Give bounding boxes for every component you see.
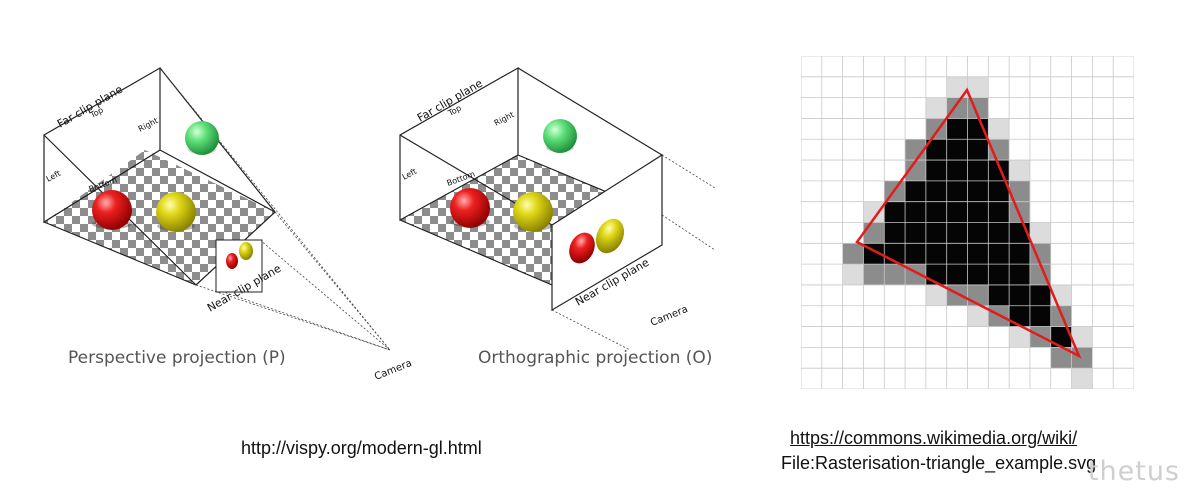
raster-cell: [946, 76, 968, 98]
raster-cell: [946, 97, 968, 119]
raster-cell: [946, 243, 968, 265]
raster-cell: [967, 118, 989, 140]
raster-cell: [1009, 264, 1030, 285]
orthographic-caption: Orthographic projection (O): [478, 348, 713, 368]
wikimedia-url-line1[interactable]: https://commons.wikimedia.org/wiki/: [790, 428, 1078, 448]
raster-cell: [967, 222, 989, 244]
raster-cell: [905, 222, 926, 244]
raster-cell: [925, 201, 947, 223]
near-clip-plane: [215, 239, 263, 293]
raster-cell: [967, 76, 989, 98]
raster-cell: [925, 222, 947, 244]
yellow-sphere: [513, 192, 553, 232]
raster-cell: [946, 284, 968, 306]
raster-cell: [863, 222, 885, 244]
raster-cell: [905, 201, 926, 223]
far-clip-plane-label: Far clip plane: [55, 83, 125, 131]
raster-cell: [967, 284, 989, 306]
green-sphere: [543, 119, 577, 153]
raster-cell: [905, 180, 926, 202]
raster-cell: [946, 264, 968, 285]
raster-cell: [988, 243, 1010, 265]
raster-cell: [925, 160, 947, 181]
raster-cell: [1029, 305, 1051, 327]
raster-cell: [967, 264, 989, 285]
yellow-sphere: [156, 192, 196, 232]
raster-cell: [988, 222, 1010, 244]
raster-cell: [946, 139, 968, 161]
raster-cell: [925, 243, 947, 265]
raster-cell: [1029, 284, 1051, 306]
perspective-caption: Perspective projection (P): [68, 348, 286, 368]
raster-cell: [1009, 160, 1030, 181]
raster-cell: [1009, 180, 1030, 202]
raster-cell: [1009, 326, 1030, 348]
raster-cell: [842, 243, 864, 265]
raster-cell: [1071, 347, 1093, 369]
far-clip-plane-frame: [399, 66, 519, 222]
orthographic-projection-diagram: Far clip plane Top Right Left Bottom Nea…: [399, 66, 716, 350]
raster-cell: [1029, 243, 1051, 265]
wikimedia-url-line2[interactable]: File:Rasterisation-triangle_example.svg: [781, 453, 1097, 473]
raster-cell: [905, 243, 926, 265]
raster-cell: [1050, 326, 1072, 348]
raster-cell: [925, 139, 947, 161]
right-label: Right: [493, 110, 516, 128]
raster-cell: [1009, 284, 1030, 306]
green-sphere: [185, 121, 219, 155]
vispy-url[interactable]: http://vispy.org/modern-gl.html: [241, 438, 482, 458]
raster-cell: [988, 264, 1010, 285]
left-label: Left: [45, 169, 63, 184]
camera-label: Camera: [373, 358, 414, 383]
raster-cell: [1071, 368, 1093, 389]
raster-cell: [967, 305, 989, 327]
raster-cell: [967, 201, 989, 223]
raster-cell: [1071, 326, 1093, 348]
raster-cell: [967, 243, 989, 265]
raster-cell: [884, 222, 906, 244]
right-label: Right: [137, 116, 160, 134]
raster-cell: [925, 97, 947, 119]
raster-cell: [946, 201, 968, 223]
raster-cell: [1050, 347, 1072, 369]
raster-cell: [988, 118, 1010, 140]
raster-cell: [925, 284, 947, 306]
raster-cell: [967, 139, 989, 161]
raster-cell: [988, 180, 1010, 202]
raster-cell: [884, 201, 906, 223]
raster-cell: [988, 201, 1010, 223]
raster-cell: [1009, 305, 1030, 327]
raster-cell: [946, 222, 968, 244]
raster-cell: [863, 201, 885, 223]
raster-cell: [967, 160, 989, 181]
raster-cell: [1029, 222, 1051, 244]
raster-cell: [946, 160, 968, 181]
camera-label: Camera: [649, 304, 690, 329]
raster-cell: [905, 160, 926, 181]
triangle-outline: [855, 87, 1082, 359]
raster-cell: [946, 118, 968, 140]
raster-cell: [842, 264, 864, 285]
red-sphere: [450, 188, 490, 228]
watermark: thetus: [1087, 456, 1180, 487]
raster-cell: [1009, 243, 1030, 265]
left-label: Left: [401, 167, 419, 182]
perspective-projection-diagram: Far clip plane Top Right Left Bottom Nea…: [43, 66, 414, 383]
red-sphere: [92, 190, 132, 230]
raster-cell: [925, 180, 947, 202]
raster-cell: [988, 284, 1010, 306]
raster-cell: [884, 264, 906, 285]
rasterisation-triangle-diagram: [801, 56, 1134, 389]
raster-cell: [946, 180, 968, 202]
raster-cell: [863, 264, 885, 285]
raster-cell: [967, 180, 989, 202]
